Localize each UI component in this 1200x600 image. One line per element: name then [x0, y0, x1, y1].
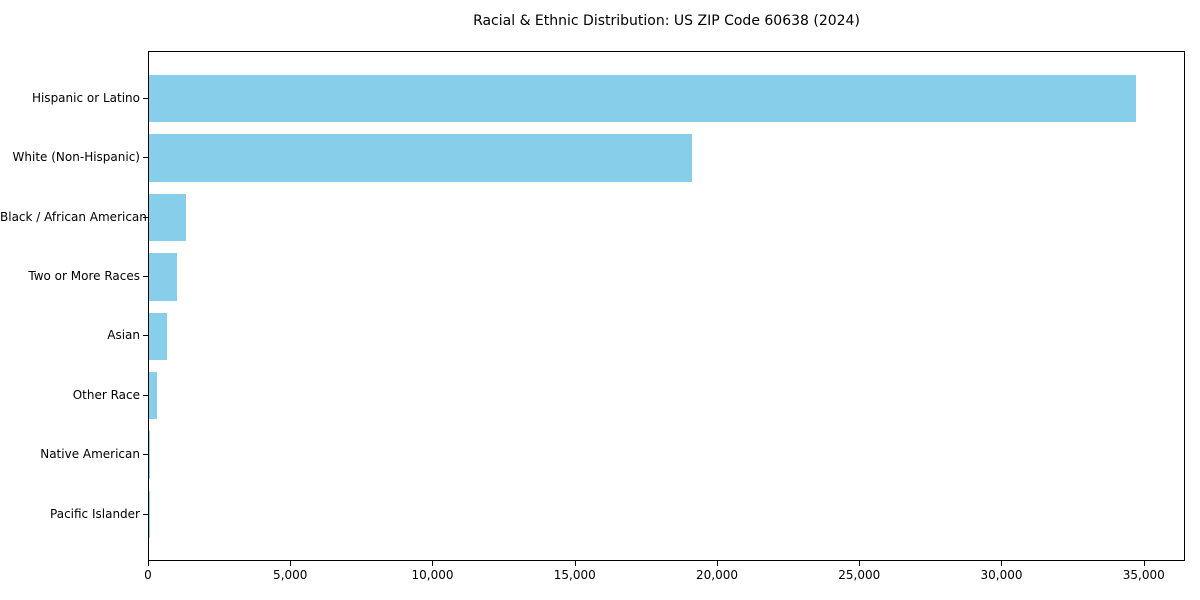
chart-title: Racial & Ethnic Distribution: US ZIP Cod…: [473, 13, 860, 29]
x-tick-mark: [1001, 561, 1003, 566]
y-tick-mark: [143, 513, 148, 515]
bar: [149, 431, 150, 479]
x-tick-label: 25,000: [838, 568, 881, 582]
y-tick-label: Black / African American: [0, 209, 147, 224]
y-tick-label: Pacific Islander: [50, 506, 140, 521]
x-tick-mark: [859, 561, 861, 566]
bar: [149, 312, 168, 361]
x-tick-mark: [1143, 561, 1145, 566]
bar: [149, 253, 178, 301]
x-tick-label: 15,000: [553, 568, 596, 582]
x-tick-label: 35,000: [1122, 568, 1165, 582]
bar: [149, 74, 1137, 123]
x-tick-mark: [432, 561, 434, 566]
y-tick-label: Other Race: [72, 387, 140, 402]
y-tick-label: White (Non-Hispanic): [12, 150, 140, 165]
y-tick-label: Asian: [107, 328, 140, 343]
bar: [149, 134, 693, 182]
y-tick-label: Hispanic or Latino: [31, 90, 140, 105]
y-tick-mark: [143, 275, 148, 277]
y-tick-mark: [143, 157, 148, 159]
x-tick-label: 5,000: [273, 568, 308, 582]
y-tick-mark: [143, 97, 148, 99]
x-tick-mark: [148, 561, 149, 566]
y-tick-mark: [143, 454, 148, 456]
bar: [149, 193, 186, 242]
x-tick-mark: [574, 561, 576, 566]
bar: [149, 371, 158, 420]
plot-area: [148, 51, 1185, 561]
x-tick-label: 10,000: [411, 568, 454, 582]
y-tick-mark: [143, 335, 148, 337]
y-tick-mark: [143, 394, 148, 396]
x-tick-label: 20,000: [695, 568, 738, 582]
y-tick-mark: [143, 216, 148, 218]
x-tick-label: 30,000: [980, 568, 1023, 582]
x-tick-mark: [290, 561, 292, 566]
y-tick-label: Two or More Races: [28, 268, 140, 283]
y-tick-label: Native American: [40, 447, 140, 462]
x-tick-mark: [716, 561, 718, 566]
x-tick-label: 0: [144, 568, 152, 582]
